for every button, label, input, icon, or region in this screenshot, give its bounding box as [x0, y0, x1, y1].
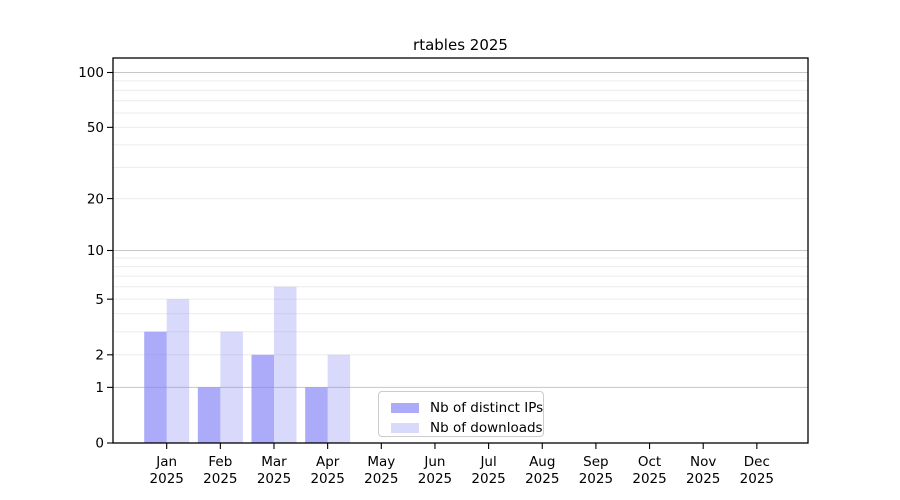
x-tick-label-year: 2025	[686, 471, 720, 487]
x-tick-label-month: Jan	[155, 454, 177, 470]
y-tick-label: 2	[95, 348, 104, 364]
x-tick-label-year: 2025	[310, 471, 344, 487]
y-tick-label: 10	[87, 243, 104, 259]
legend-swatch-distinct-ips	[391, 403, 419, 413]
bar-jan-ips	[144, 331, 167, 443]
bar-mar-downloads	[274, 286, 297, 443]
x-tick-label-year: 2025	[579, 471, 613, 487]
legend-label-downloads: Nb of downloads	[430, 420, 543, 436]
x-tick-label-year: 2025	[257, 471, 291, 487]
x-tick-label-month: Nov	[690, 454, 716, 470]
legend: Nb of distinct IPs Nb of downloads	[378, 391, 544, 437]
x-tick-label-month: Mar	[261, 454, 287, 470]
x-tick-label-month: Dec	[744, 454, 770, 470]
y-tick-label: 1	[95, 380, 104, 396]
y-tick-label: 50	[87, 120, 104, 136]
legend-label-distinct-ips: Nb of distinct IPs	[430, 400, 544, 416]
x-tick-label-month: Oct	[638, 454, 661, 470]
x-tick-label-month: Aug	[529, 454, 555, 470]
bar-jan-downloads	[166, 299, 190, 443]
chart-title: rtables 2025	[413, 36, 508, 54]
y-tick-label: 0	[95, 436, 104, 452]
y-tick-label: 20	[87, 191, 104, 207]
x-tick-label-month: May	[367, 454, 395, 470]
x-tick-label-year: 2025	[150, 471, 184, 487]
legend-item-distinct-ips: Nb of distinct IPs	[391, 398, 543, 418]
x-tick-label-year: 2025	[418, 471, 452, 487]
x-tick-label-year: 2025	[740, 471, 774, 487]
x-tick-label-month: Sep	[583, 454, 608, 470]
x-tick-label-month: Feb	[208, 454, 232, 470]
x-tick-label-year: 2025	[525, 471, 559, 487]
legend-swatch-downloads	[391, 423, 419, 433]
legend-item-downloads: Nb of downloads	[391, 418, 543, 438]
bar-apr-ips	[305, 387, 328, 443]
bar-apr-downloads	[327, 354, 351, 443]
bar-feb-ips	[197, 387, 221, 443]
bar-mar-ips	[251, 354, 274, 443]
x-tick-label-year: 2025	[364, 471, 398, 487]
x-tick-label-year: 2025	[471, 471, 505, 487]
x-tick-label-year: 2025	[632, 471, 666, 487]
x-tick-label-month: Jul	[479, 454, 496, 470]
x-tick-label-month: Apr	[316, 454, 340, 470]
bar-feb-downloads	[220, 331, 243, 443]
y-tick-label: 100	[78, 65, 104, 81]
x-tick-label-month: Jun	[423, 454, 445, 470]
y-tick-label: 5	[95, 292, 104, 308]
x-tick-label-year: 2025	[203, 471, 237, 487]
